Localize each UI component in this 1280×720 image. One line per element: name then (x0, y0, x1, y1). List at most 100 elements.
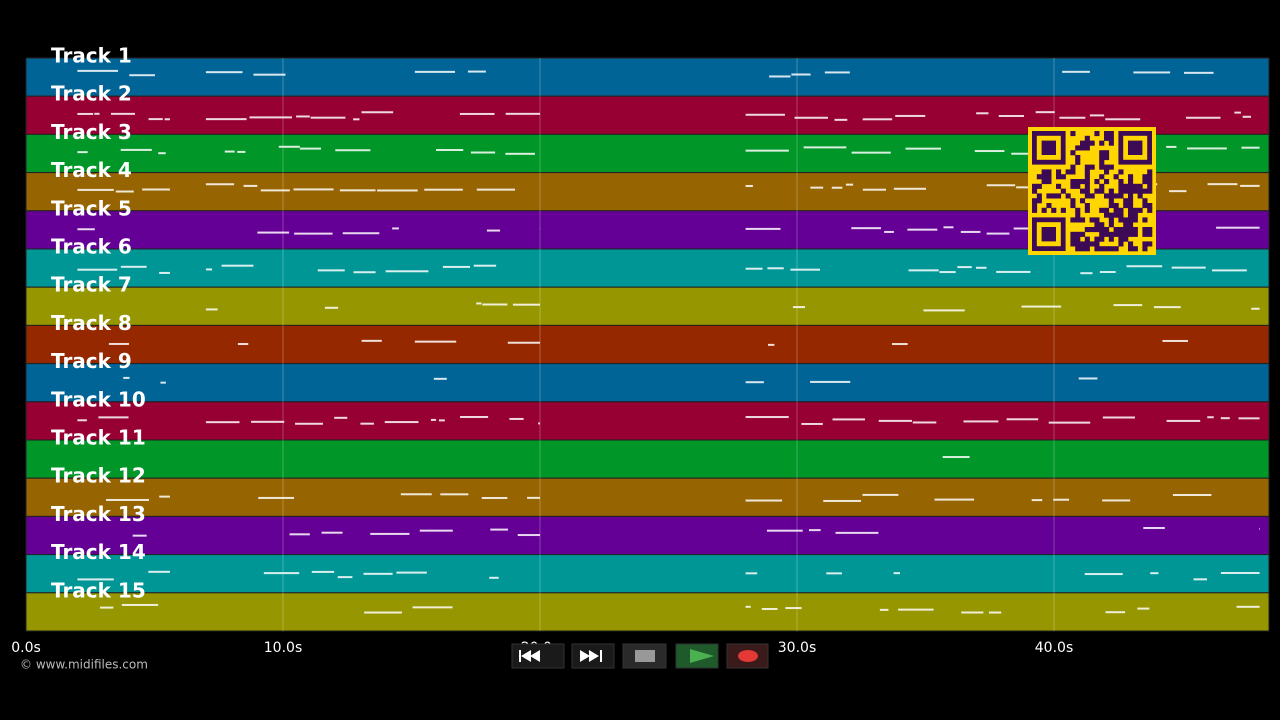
rewind-button[interactable] (511, 643, 565, 669)
qr-module (1084, 140, 1090, 146)
note (459, 112, 495, 115)
qr-module (1142, 174, 1148, 180)
qr-module (1094, 246, 1100, 252)
note (745, 416, 789, 419)
qr-module (1084, 183, 1090, 189)
note (205, 183, 235, 186)
note (851, 227, 881, 230)
forward-button[interactable] (571, 643, 615, 669)
qr-module (1147, 188, 1153, 194)
note (1105, 118, 1141, 121)
qr-module (1113, 212, 1119, 218)
note (1102, 499, 1131, 502)
qr-module (1123, 217, 1129, 223)
note (442, 265, 471, 268)
play-button[interactable] (675, 643, 719, 669)
note (324, 306, 339, 309)
qr-module (1094, 217, 1100, 223)
note (801, 422, 823, 425)
note (436, 148, 464, 151)
note (311, 570, 335, 573)
note (934, 498, 975, 501)
track-lane (25, 439, 1270, 479)
track-name: Track 8 (51, 311, 132, 335)
qr-module (1084, 145, 1090, 151)
qr-module (1084, 246, 1090, 252)
note (963, 420, 999, 423)
note (473, 264, 497, 267)
qr-module (1070, 164, 1076, 170)
note (1089, 114, 1105, 117)
qr-module (1118, 236, 1124, 242)
note (321, 531, 343, 534)
qr-finder (1128, 140, 1143, 155)
note (1241, 146, 1260, 149)
note (1099, 271, 1116, 274)
qr-module (1104, 227, 1110, 233)
note (878, 419, 913, 422)
qr-module (1089, 140, 1095, 146)
note (761, 608, 778, 611)
qr-module (1070, 131, 1076, 137)
note (470, 151, 496, 154)
note (1048, 421, 1091, 424)
note (106, 498, 149, 501)
track-name: Track 9 (51, 349, 132, 373)
note (342, 232, 380, 235)
qr-module (1128, 222, 1134, 228)
qr-module (1123, 231, 1129, 237)
note (1150, 572, 1159, 575)
stop-button[interactable] (622, 643, 667, 669)
qr-module (1142, 241, 1148, 247)
note (808, 529, 821, 532)
qr-module (1056, 174, 1062, 180)
note (942, 456, 970, 459)
qr-module (1113, 207, 1119, 213)
qr-module (1046, 174, 1052, 180)
note (810, 380, 851, 383)
qr-module (1084, 188, 1090, 194)
note (299, 147, 322, 150)
qr-module (1099, 183, 1105, 189)
note (121, 603, 159, 606)
note (767, 267, 784, 270)
qr-module (1084, 179, 1090, 185)
note (845, 183, 854, 186)
note (1242, 115, 1252, 118)
qr-module (1070, 236, 1076, 242)
qr-module (1075, 145, 1081, 151)
qr-module (1128, 179, 1134, 185)
qr-finder (1041, 227, 1056, 242)
note (986, 232, 1010, 235)
note (424, 188, 463, 191)
note (791, 73, 811, 76)
track-lane (25, 477, 1270, 517)
note (794, 116, 828, 119)
qr-module (1041, 207, 1047, 213)
note (745, 499, 783, 502)
note (862, 188, 887, 191)
qr-module (1099, 207, 1105, 213)
qr-module (1123, 183, 1129, 189)
qr-module (1060, 207, 1066, 213)
record-button[interactable] (726, 643, 769, 669)
qr-module (1080, 217, 1086, 223)
note (1133, 71, 1171, 74)
track-lane (25, 515, 1270, 556)
note (108, 342, 130, 345)
qr-module (1128, 241, 1134, 247)
note (77, 228, 95, 231)
qr-module (1108, 212, 1114, 218)
note (831, 186, 843, 189)
qr-module (1118, 227, 1124, 233)
time-label: 10.0s (264, 640, 302, 656)
note (482, 303, 508, 306)
note (158, 152, 166, 155)
note (205, 118, 247, 121)
qr-module (1104, 179, 1110, 185)
note (895, 114, 926, 117)
note (512, 303, 540, 306)
track-lane (25, 363, 1270, 403)
qr-module (1099, 231, 1105, 237)
qr-module (1147, 227, 1153, 233)
